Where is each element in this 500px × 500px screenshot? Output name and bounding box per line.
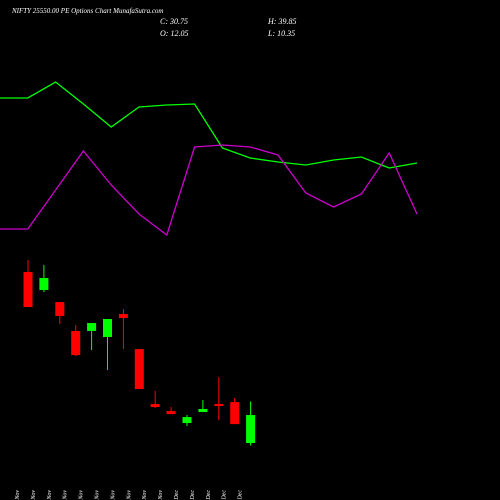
candle-body	[118, 314, 128, 318]
x-tick-label: 08 Dec	[238, 490, 244, 500]
x-tick-label: 01 Dec	[174, 490, 180, 500]
candle-body	[246, 415, 256, 444]
x-tick-label: 03 Dec	[206, 490, 212, 500]
candle-body	[103, 319, 112, 337]
candle-body	[198, 408, 208, 412]
info-high: H: 39.85	[267, 17, 296, 26]
x-tick-label: 27 Nov	[142, 490, 148, 500]
info-close: C: 30.75	[160, 17, 188, 26]
line-series	[0, 81, 418, 169]
x-tick-label: 26 Nov	[126, 490, 132, 500]
x-tick-label: 28 Nov	[158, 490, 164, 500]
info-open: O: 12.05	[160, 29, 188, 38]
x-tick-label: 18 Nov	[31, 490, 37, 500]
x-tick-label: 20 Nov	[63, 490, 69, 500]
candle-body	[87, 323, 97, 331]
candle-body	[150, 404, 160, 408]
candle-body	[134, 349, 144, 390]
x-tick-label: 24 Nov	[94, 490, 101, 500]
candle-body	[230, 402, 240, 425]
x-tick-label: 17 Nov	[15, 490, 21, 500]
candle-body	[23, 272, 33, 308]
x-tick-label: 21 Nov	[79, 490, 85, 500]
candle-body	[71, 330, 81, 356]
x-tick-label: 04 Dec	[221, 490, 228, 500]
line-series	[0, 144, 418, 237]
x-tick-label: 25 Nov	[110, 490, 116, 500]
candle-body	[39, 277, 49, 290]
candle-body	[214, 404, 224, 406]
chart-title: NIFTY 25550.00 PE Options Chart MunafaSu…	[11, 7, 163, 15]
x-tick-label: 02 Dec	[190, 490, 196, 500]
candle-body	[166, 411, 176, 415]
info-low: L: 10.35	[267, 29, 295, 38]
x-tick-label: 19 Nov	[47, 490, 53, 500]
candle-body	[55, 302, 65, 317]
candle-body	[182, 417, 192, 424]
